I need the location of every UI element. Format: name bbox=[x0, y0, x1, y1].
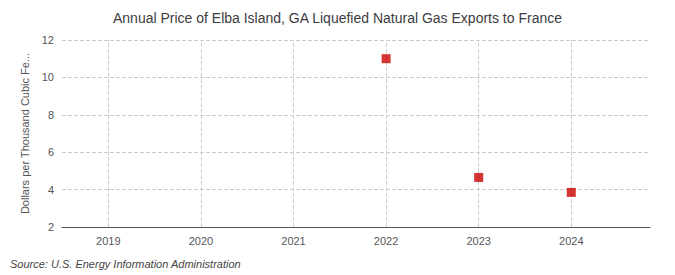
svg-text:2023: 2023 bbox=[466, 235, 490, 247]
svg-text:2019: 2019 bbox=[96, 235, 120, 247]
svg-text:2020: 2020 bbox=[189, 235, 213, 247]
svg-text:Dollars per Thousand Cubic Fe.: Dollars per Thousand Cubic Fe... bbox=[19, 53, 31, 214]
svg-text:12: 12 bbox=[42, 34, 54, 46]
svg-text:2022: 2022 bbox=[374, 235, 398, 247]
svg-text:2021: 2021 bbox=[281, 235, 305, 247]
svg-text:Annual Price of Elba Island, G: Annual Price of Elba Island, GA Liquefie… bbox=[113, 10, 562, 26]
svg-text:2024: 2024 bbox=[559, 235, 583, 247]
svg-text:Source: U.S. Energy Informatio: Source: U.S. Energy Information Administ… bbox=[10, 258, 241, 270]
svg-text:10: 10 bbox=[42, 71, 54, 83]
svg-text:6: 6 bbox=[48, 146, 54, 158]
svg-text:8: 8 bbox=[48, 109, 54, 121]
svg-text:2: 2 bbox=[48, 221, 54, 233]
svg-text:4: 4 bbox=[48, 184, 54, 196]
